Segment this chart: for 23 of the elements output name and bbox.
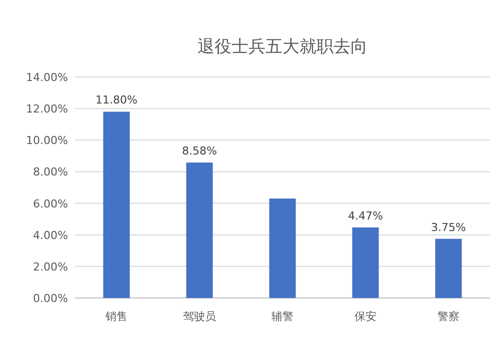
- data-label: 3.75%: [431, 220, 466, 234]
- data-label: 4.47%: [348, 209, 383, 222]
- chart-title: 退役士兵五大就职去向: [198, 37, 368, 57]
- bar: [186, 162, 213, 298]
- data-label: 11.80%: [96, 94, 138, 107]
- y-tick-label: 4.00%: [33, 228, 68, 242]
- bar: [103, 112, 130, 298]
- y-tick-label: 8.00%: [33, 166, 68, 179]
- y-tick-label: 10.00%: [26, 134, 68, 148]
- data-label: 8.58%: [182, 144, 217, 158]
- y-tick-label: 2.00%: [33, 260, 68, 274]
- y-tick-label: 14.00%: [26, 71, 68, 84]
- x-tick-label: 销售: [104, 310, 128, 323]
- bar: [352, 227, 379, 298]
- x-tick-label: 保安: [354, 310, 376, 323]
- y-tick-label: 12.00%: [26, 102, 68, 116]
- y-tick-label: 0.00%: [33, 292, 68, 305]
- x-tick-label: 辅警: [272, 310, 294, 323]
- y-tick-label: 6.00%: [33, 197, 68, 210]
- x-tick-label: 驾驶员: [183, 310, 216, 323]
- bar: [435, 238, 462, 298]
- x-tick-label: 警察: [438, 310, 460, 323]
- bar: [269, 198, 296, 298]
